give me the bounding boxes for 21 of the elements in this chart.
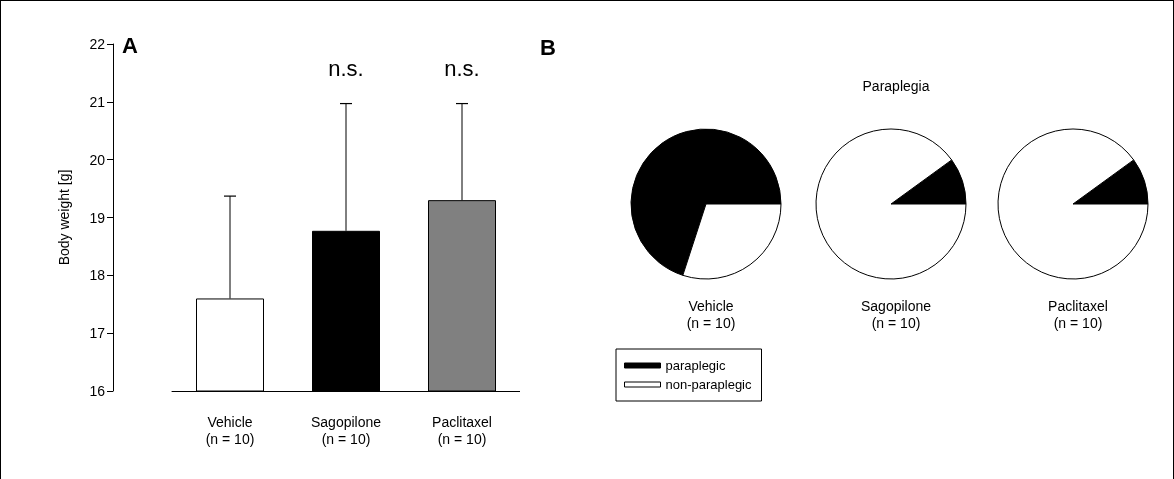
y-tick-label: 18 — [89, 267, 106, 284]
y-tick-label: 21 — [89, 93, 106, 110]
y-tick-label: 16 — [89, 383, 106, 399]
y-axis-title: Body weight [g] — [56, 169, 72, 266]
text: Vehicle (n = 10) — [686, 297, 736, 331]
x-tick-label: Vehicle (n = 10) — [205, 413, 255, 447]
text: B — [540, 34, 556, 60]
legend-label: non-paraplegic — [665, 377, 752, 392]
text: A — [122, 32, 138, 58]
text: Paclitaxel (n = 10) — [1048, 297, 1108, 331]
text: Sagopilone (n = 10) — [860, 297, 932, 331]
y-tick-label: 17 — [89, 325, 106, 342]
legend-label: paraplegic — [665, 358, 726, 373]
chart-title: Paraplegia — [862, 78, 930, 94]
y-tick-label: 22 — [89, 36, 106, 52]
y-tick-label: 20 — [89, 151, 106, 168]
annotation: n.s. — [444, 55, 480, 81]
annotation: n.s. — [328, 55, 364, 81]
x-tick-label: Sagopilone (n = 10) — [310, 413, 382, 447]
y-tick-label: 19 — [89, 209, 106, 226]
x-tick-label: Paclitaxel (n = 10) — [432, 413, 492, 447]
